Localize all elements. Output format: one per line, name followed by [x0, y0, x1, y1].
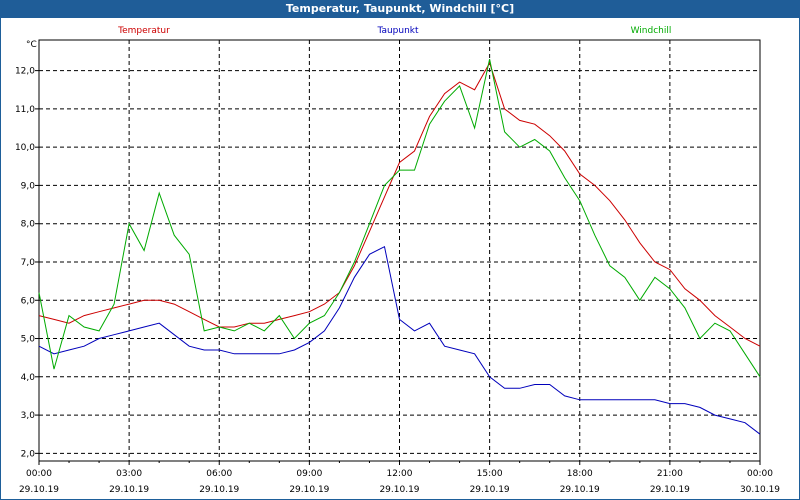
legend: Temperatur Taupunkt Windchill: [117, 26, 671, 36]
y-tick-label: 7,0: [21, 258, 36, 268]
x-tick-time: 00:00: [26, 469, 52, 479]
x-tick-time: 15:00: [477, 469, 503, 479]
y-tick-label: 2,0: [21, 449, 36, 459]
y-tick-label: 5,0: [21, 335, 36, 345]
y-tick-label: 3,0: [21, 411, 36, 421]
y-tick-label: 8,0: [21, 220, 36, 230]
x-tick-date: 29.10.19: [560, 485, 600, 495]
x-tick-date: 29.10.19: [650, 485, 690, 495]
x-tick-date: 29.10.19: [379, 485, 419, 495]
grid-lines: [39, 40, 760, 461]
x-tick-date: 29.10.19: [109, 485, 149, 495]
y-axis-unit: °C: [26, 40, 37, 50]
y-tick-label: 11,0: [15, 105, 35, 115]
series-line-windchill: [38, 58, 761, 378]
x-tick-time: 18:00: [567, 469, 593, 479]
x-tick-date: 29.10.19: [470, 485, 510, 495]
series-layer: [38, 58, 761, 435]
x-tick-time: 09:00: [296, 469, 322, 479]
x-tick-time: 21:00: [657, 469, 683, 479]
x-tick-date: 29.10.19: [289, 485, 329, 495]
legend-taupunkt: Taupunkt: [376, 26, 419, 36]
x-tick-time: 12:00: [387, 469, 413, 479]
window-title: Temperatur, Taupunkt, Windchill [°C]: [0, 0, 800, 18]
x-tick-date: 29.10.19: [19, 485, 59, 495]
x-tick-time: 00:00: [747, 469, 773, 479]
legend-windchill: Windchill: [631, 26, 672, 36]
y-tick-label: 12,0: [15, 67, 35, 77]
series-line-taupunkt: [38, 245, 761, 435]
x-tick-time: 06:00: [206, 469, 232, 479]
x-tick-date: 29.10.19: [199, 485, 239, 495]
y-tick-label: 4,0: [21, 373, 36, 383]
axis-layer: °C 2,0 3,0 4,0 5,0 6,0 7,0 8,0 9,0 10,0 11,0 12,0 0…: [15, 40, 780, 495]
y-tick-label: 6,0: [21, 296, 36, 306]
series-line-temperatur: [38, 61, 761, 347]
legend-temperatur: Temperatur: [117, 26, 170, 36]
y-tick-label: 10,0: [15, 143, 35, 153]
x-tick-date: 30.10.19: [740, 485, 780, 495]
x-tick-time: 03:00: [116, 469, 142, 479]
y-tick-label: 9,0: [21, 181, 36, 191]
